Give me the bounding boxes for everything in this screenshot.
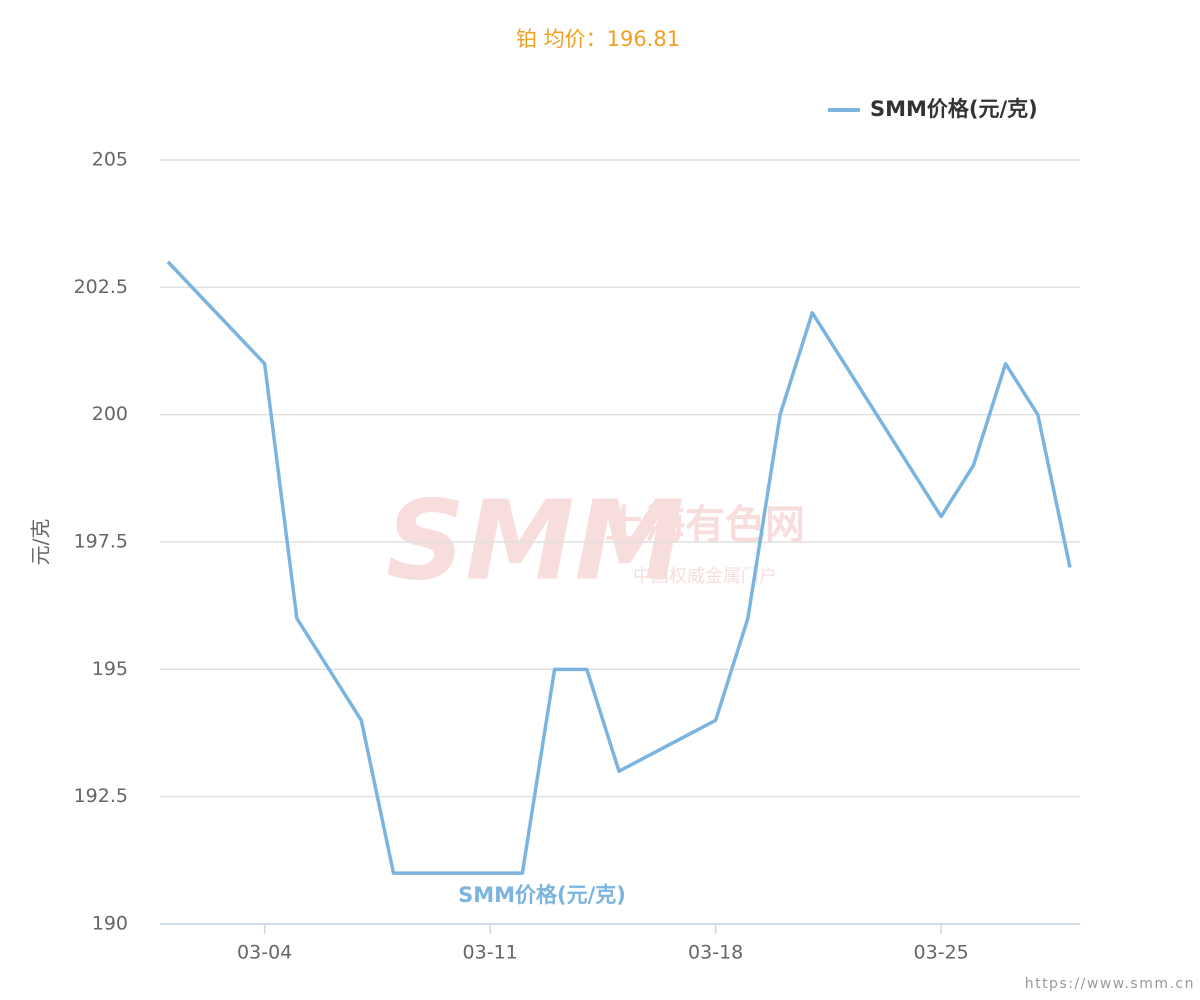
chart-title: 铂 均价：196.81 (516, 27, 680, 51)
watermark-slogan: 中国权威金属门户 (633, 566, 777, 587)
x-tick-label: 03-04 (237, 942, 292, 964)
y-tick-label: 202.5 (74, 276, 128, 298)
legend-label: SMM价格(元/克) (870, 97, 1038, 121)
series-line (166, 260, 1072, 875)
y-tick-label: 197.5 (74, 531, 128, 553)
watermark-logo: SMM (386, 476, 684, 604)
y-axis-label: 元/克 (29, 519, 53, 566)
series-label: SMM价格(元/克) (458, 883, 626, 907)
y-tick-label: 205 (92, 149, 128, 171)
y-tick-label: 200 (92, 403, 128, 425)
watermark-name: 上海有色网 (605, 502, 805, 548)
y-tick-label: 190 (92, 913, 128, 935)
y-tick-label: 195 (92, 658, 128, 680)
x-tick-label: 03-18 (688, 942, 743, 964)
x-tick-label: 03-25 (914, 942, 969, 964)
y-tick-label: 192.5 (74, 785, 128, 807)
watermark: SMM 上海有色网 中国权威金属门户 (386, 476, 805, 604)
footer-url: https://www.smm.cn (1025, 976, 1195, 992)
x-tick-label: 03-11 (463, 942, 518, 964)
